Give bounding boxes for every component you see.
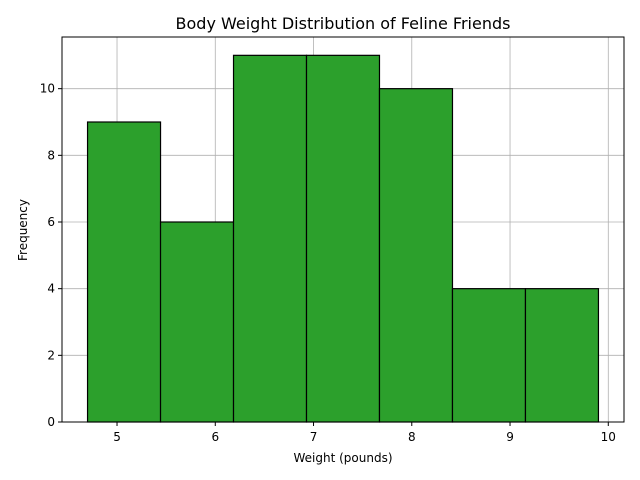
histogram-bar [524,288,600,423]
x-tick-label: 9 [506,430,514,444]
y-tick-label: 4 [47,282,55,296]
histogram-bar [86,121,162,423]
x-tick-label: 10 [601,430,616,444]
y-tick-label: 10 [40,82,55,96]
histogram-bars [86,54,600,423]
axes [61,36,625,423]
tick-marks: 5 6 7 8 9 10 0 2 4 6 8 10 [40,82,616,444]
y-tick-label: 2 [47,348,55,362]
histogram-bar [232,54,308,423]
x-axis-label: Weight (pounds) [293,451,392,465]
histogram-bar [159,221,235,423]
x-tick-label: 8 [408,430,416,444]
histogram-bar [378,88,454,423]
y-tick-label: 6 [47,215,55,229]
y-tick-label: 0 [47,415,55,429]
x-tick-label: 5 [113,430,121,444]
histogram-bar [451,288,527,423]
histogram-bar [305,54,381,423]
axes-frame [61,36,625,423]
chart-title: Body Weight Distribution of Feline Frien… [176,14,511,33]
y-tick-label: 8 [47,148,55,162]
x-tick-label: 6 [211,430,219,444]
y-axis-label: Frequency [16,199,30,261]
x-tick-label: 7 [310,430,318,444]
